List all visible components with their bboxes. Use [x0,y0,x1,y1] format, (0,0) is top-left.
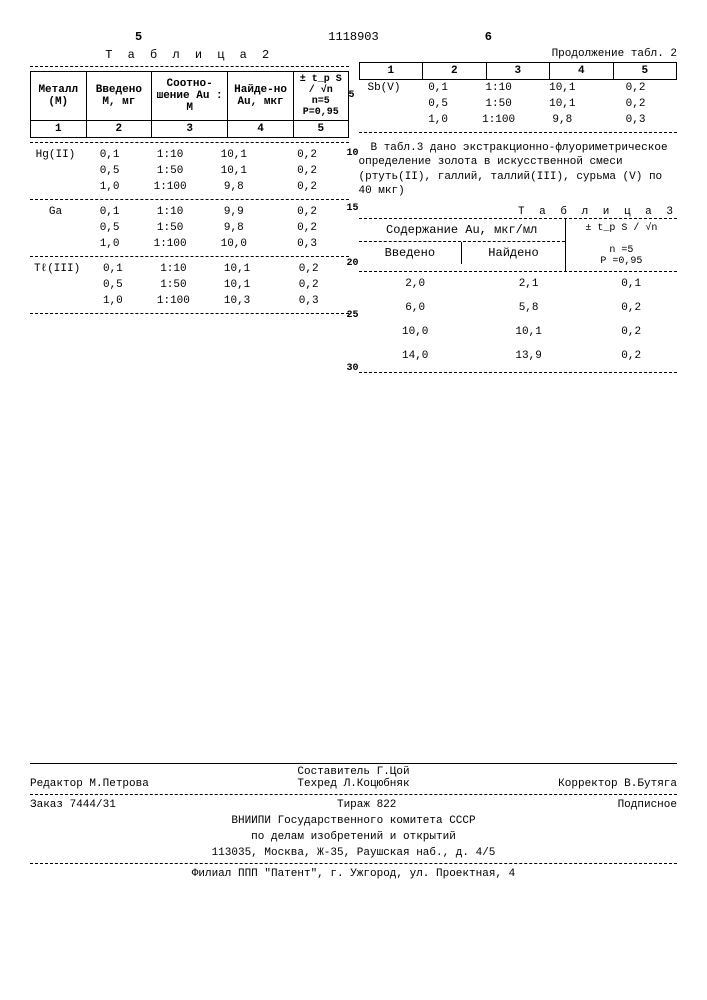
table2-cont-group-sb: Sb(V) 0,1 1:10 10,1 0,2 0,51:5010,10,2 1… [359,80,678,128]
table2-h5: ± t_p S / √n n=5 P=0,95 [294,72,348,121]
table2-h4: Найде-но Au, мкг [228,72,294,121]
footer-signed: Подписное [618,799,677,811]
line-marker-20: 20 [347,258,359,269]
table2-h3: Соотно-шение Au : М [152,72,228,121]
line-marker-10: 10 [347,148,359,159]
footer-org1: ВНИИПИ Государственного комитета СССР [30,815,677,827]
patent-number: 1118903 [328,30,378,44]
table2-group-tl: Tℓ(III) 0,1 1:10 10,1 0,2 0,51:5010,10,2… [30,261,349,309]
table2-group-ga: Ga 0,1 1:10 9,9 0,2 0,51:509,80,2 1,01:1… [30,204,349,252]
footer-editor: Редактор М.Петрова [30,778,149,790]
footer-corrector: Корректор В.Бутяга [558,778,677,790]
footer-block: Составитель Г.Цой Редактор М.Петрова Тех… [30,761,677,880]
line-marker-25: 25 [347,310,359,321]
table2-cont: 1 2 3 4 5 [359,62,678,80]
line-marker-15: 15 [347,203,359,214]
footer-branch: Филиал ППП "Патент", г. Ужгород, ул. Про… [30,868,677,880]
paragraph-text: В табл.3 дано экстракционно-флуориметрич… [359,141,678,198]
page-col-left: 5 [135,30,142,44]
table2-title: Т а б л и ц а 2 [30,48,349,62]
table2-group-hg: Hg(II) 0,1 1:10 10,1 0,2 0,51:5010,10,2 … [30,147,349,195]
footer-order: Заказ 7444/31 [30,799,116,811]
table2-cont-title: Продолжение табл. 2 [359,48,678,60]
line-marker-30: 30 [347,363,359,374]
page-col-right: 6 [485,30,492,44]
table3-rows: 2,02,10,1 6,05,80,2 10,010,10,2 14,013,9… [359,272,678,368]
line-marker-5: 5 [349,90,355,101]
table3-header: Содержание Au, мкг/мл Введено Найдено ± … [359,218,678,272]
footer-tirage: Тираж 822 [337,799,396,811]
table2-h1: Металл (М) [31,72,87,121]
table2: Металл (М) Введено М, мг Соотно-шение Au… [30,71,349,138]
footer-org2: по делам изобретений и открытий [30,831,677,843]
footer-compiler: Составитель Г.Цой [30,766,677,778]
footer-techred: Техред Л.Коцюбняк [297,778,409,790]
table3-title: Т а б л и ц а 3 [359,206,678,218]
table2-h2: Введено М, мг [86,72,152,121]
footer-addr1: 113035, Москва, Ж-35, Раушская наб., д. … [30,847,677,859]
